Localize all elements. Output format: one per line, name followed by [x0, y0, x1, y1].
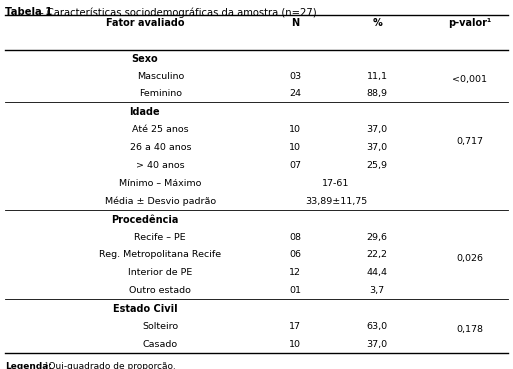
- Text: Interior de PE: Interior de PE: [128, 268, 192, 277]
- Text: 0,026: 0,026: [456, 254, 483, 263]
- Text: Casado: Casado: [143, 340, 178, 349]
- Text: 33,89±11,75: 33,89±11,75: [305, 197, 367, 206]
- Text: Masculino: Masculino: [136, 72, 184, 80]
- Text: Fator avaliado: Fator avaliado: [106, 18, 184, 28]
- Text: 29,6: 29,6: [367, 232, 387, 242]
- Text: - Características sociodemográficas da amostra (n=27).: - Características sociodemográficas da a…: [37, 7, 320, 18]
- Text: 63,0: 63,0: [366, 322, 388, 331]
- Text: 44,4: 44,4: [367, 268, 387, 277]
- Text: > 40 anos: > 40 anos: [136, 161, 185, 170]
- Text: 11,1: 11,1: [367, 72, 387, 80]
- Text: 88,9: 88,9: [367, 89, 387, 99]
- Text: 08: 08: [289, 232, 301, 242]
- Text: Estado Civil: Estado Civil: [113, 304, 177, 314]
- Text: Reg. Metropolitana Recife: Reg. Metropolitana Recife: [99, 251, 222, 259]
- Text: Mínimo – Máximo: Mínimo – Máximo: [119, 179, 202, 188]
- Text: p-valor¹: p-valor¹: [448, 18, 491, 28]
- Text: 22,2: 22,2: [367, 251, 387, 259]
- Text: Solteiro: Solteiro: [142, 322, 179, 331]
- Text: 25,9: 25,9: [367, 161, 387, 170]
- Text: 0,717: 0,717: [456, 137, 483, 146]
- Text: %: %: [372, 18, 382, 28]
- Text: 01: 01: [289, 286, 301, 295]
- Text: 37,0: 37,0: [366, 340, 388, 349]
- Text: Legenda:: Legenda:: [5, 362, 52, 369]
- Text: Até 25 anos: Até 25 anos: [132, 125, 189, 134]
- Text: 17-61: 17-61: [322, 179, 350, 188]
- Text: Tabela 1: Tabela 1: [5, 7, 52, 17]
- Text: 10: 10: [289, 340, 301, 349]
- Text: Procedência: Procedência: [111, 215, 179, 225]
- Text: 3,7: 3,7: [369, 286, 385, 295]
- Text: 0,178: 0,178: [456, 325, 483, 334]
- Text: 12: 12: [289, 268, 301, 277]
- Text: 26 a 40 anos: 26 a 40 anos: [130, 143, 191, 152]
- Text: Recife – PE: Recife – PE: [134, 232, 186, 242]
- Text: N: N: [291, 18, 299, 28]
- Text: Feminino: Feminino: [139, 89, 182, 99]
- Text: 24: 24: [289, 89, 301, 99]
- Text: 10: 10: [289, 125, 301, 134]
- Text: Outro estado: Outro estado: [129, 286, 191, 295]
- Text: 03: 03: [289, 72, 301, 80]
- Text: ¹Qui-quadrado de proporção.: ¹Qui-quadrado de proporção.: [42, 362, 176, 369]
- Text: Idade: Idade: [130, 107, 160, 117]
- Text: 17: 17: [289, 322, 301, 331]
- Text: Sexo: Sexo: [132, 54, 158, 63]
- Text: 37,0: 37,0: [366, 125, 388, 134]
- Text: <0,001: <0,001: [452, 75, 487, 84]
- Text: 10: 10: [289, 143, 301, 152]
- Text: Média ± Desvio padrão: Média ± Desvio padrão: [105, 197, 216, 206]
- Text: 07: 07: [289, 161, 301, 170]
- Text: 06: 06: [289, 251, 301, 259]
- Text: 37,0: 37,0: [366, 143, 388, 152]
